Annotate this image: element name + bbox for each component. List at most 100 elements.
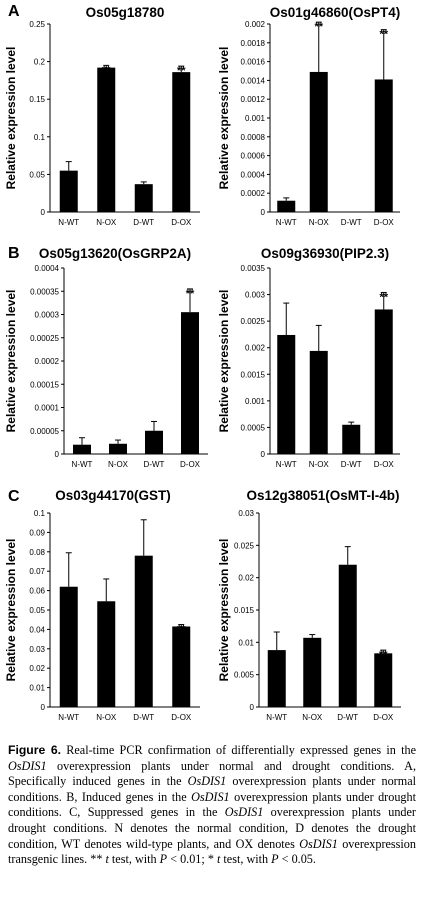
y-tick-label: 0.001 <box>245 397 266 406</box>
x-tick-label: D-WT <box>337 713 358 722</box>
bar <box>309 350 328 454</box>
y-tick-label: 0.0004 <box>241 170 266 179</box>
y-axis-label: Relative expression level <box>4 290 18 433</box>
significance-mark: ** <box>379 649 388 661</box>
y-tick-label: 0.00015 <box>30 380 59 389</box>
y-tick-label: 0.0008 <box>241 133 266 142</box>
caption-segment: overexpression transgenic lines. ** <box>8 836 416 867</box>
significance-mark: ** <box>177 624 186 636</box>
chart-os01g46860: Os01g46860(OsPT4) Relative expression lev… <box>217 5 401 227</box>
y-tick-label: 0 <box>261 450 266 459</box>
y-tick-label: 0.0014 <box>241 76 266 85</box>
caption-segment: Real-time PCR confirmation of differenti… <box>61 743 416 757</box>
x-tick-label: D-OX <box>171 713 192 722</box>
x-tick-label: N-OX <box>96 713 117 722</box>
caption-segment: overexpression plants under normal condi… <box>8 774 417 804</box>
chart-title: Os01g46860(OsPT4) <box>270 5 401 20</box>
y-tick-label: 0.0004 <box>35 264 60 273</box>
figure-caption: Figure 6. Real-time PCR confirmation of … <box>8 743 416 868</box>
caption-segment: P <box>271 852 279 867</box>
chart-title: Os03g44170(GST) <box>55 488 171 503</box>
x-tick-label: D-OX <box>373 713 394 722</box>
y-tick-label: 0.0001 <box>35 404 60 413</box>
y-tick-label: 0.00025 <box>30 334 59 343</box>
bar <box>338 564 357 707</box>
y-tick-label: 0.025 <box>234 541 255 550</box>
y-tick-label: 0.1 <box>34 509 46 518</box>
x-tick-label: D-WT <box>133 218 154 227</box>
chart-title: Os05g13620(OsGRP2A) <box>39 246 191 261</box>
x-tick-label: D-OX <box>171 218 192 227</box>
significance-mark: ** <box>314 21 323 33</box>
y-axis-label: Relative expression level <box>217 47 231 190</box>
y-tick-label: 0 <box>41 208 46 217</box>
bar <box>303 637 322 707</box>
significance-mark: ** <box>102 64 111 76</box>
chart-title: Os09g36930(PIP2.3) <box>261 246 389 261</box>
significance-mark: ** <box>186 288 195 300</box>
y-tick-label: 0 <box>55 450 60 459</box>
y-tick-label: 0.0018 <box>241 39 266 48</box>
panel-label-a: A <box>8 3 20 20</box>
y-tick-label: 0.08 <box>29 548 45 557</box>
x-tick-label: D-WT <box>341 460 362 469</box>
y-tick-label: 0.06 <box>29 587 45 596</box>
caption-segment: < 0.05. <box>278 852 316 867</box>
x-tick-label: N-WT <box>276 460 297 469</box>
chart-os03g44170: Os03g44170(GST) Relative expression level… <box>4 488 200 722</box>
bar <box>374 653 393 707</box>
y-tick-label: 0.2 <box>34 58 46 67</box>
y-tick-label: 0.0025 <box>241 317 266 326</box>
y-tick-label: 0.0002 <box>35 357 60 366</box>
y-tick-label: 0.15 <box>29 95 45 104</box>
bar <box>342 424 361 454</box>
bar <box>172 626 191 707</box>
bar <box>374 79 393 213</box>
chart-title: Os05g18780 <box>86 5 165 20</box>
y-tick-label: 0.0005 <box>241 423 266 432</box>
y-tick-label: 0.01 <box>29 684 45 693</box>
y-tick-label: 0.015 <box>234 606 255 615</box>
y-tick-label: 0.002 <box>245 20 266 29</box>
chart-title: Os12g38051(OsMT-I-4b) <box>246 488 399 503</box>
bar <box>59 586 78 707</box>
bar <box>134 555 153 707</box>
y-tick-label: 0.02 <box>238 574 254 583</box>
y-tick-label: 0 <box>261 208 266 217</box>
y-tick-label: 0 <box>41 703 46 712</box>
panel-label-c: C <box>8 488 20 505</box>
y-tick-label: 0.03 <box>29 645 45 654</box>
chart-os12g38051: Os12g38051(OsMT-I-4b) Relative expression… <box>217 488 401 722</box>
caption-label: Figure 6. <box>8 743 61 757</box>
caption-body: Real-time PCR confirmation of differenti… <box>8 743 416 866</box>
caption-segment: overexpression plants under drought cond… <box>8 805 416 851</box>
caption-segment: t <box>216 852 221 867</box>
y-tick-label: 0.0002 <box>241 189 266 198</box>
x-tick-label: D-WT <box>144 460 165 469</box>
bar <box>109 443 127 454</box>
y-tick-label: 0.04 <box>29 625 45 634</box>
y-tick-label: 0.03 <box>238 509 254 518</box>
y-axis-label: Relative expression level <box>217 539 231 682</box>
y-tick-label: 0.0035 <box>241 264 266 273</box>
y-tick-label: 0.0003 <box>35 311 60 320</box>
chart-os05g13620: Os05g13620(OsGRP2A) Relative expression l… <box>4 246 208 469</box>
significance-mark: ** <box>379 291 388 303</box>
bar <box>172 72 191 213</box>
x-tick-label: N-OX <box>108 460 129 469</box>
significance-mark: ** <box>177 65 186 77</box>
chart-os09g36930: Os09g36930(PIP2.3) Relative expression le… <box>217 246 400 469</box>
caption-segment: OsDIS1 <box>299 836 338 851</box>
caption-segment: overexpression plants under drought cond… <box>8 789 416 820</box>
bar <box>309 71 328 212</box>
y-tick-label: 0.0006 <box>241 152 266 161</box>
x-tick-label: N-WT <box>276 218 297 227</box>
y-tick-label: 0.09 <box>29 528 45 537</box>
y-axis-label: Relative expression level <box>4 539 18 682</box>
x-tick-label: D-WT <box>133 713 154 722</box>
caption-segment: OsDIS1 <box>8 758 47 773</box>
y-tick-label: 0.0015 <box>241 370 266 379</box>
bar <box>374 309 393 454</box>
caption-segment: OsDIS1 <box>191 789 230 804</box>
y-tick-label: 0.002 <box>245 344 266 353</box>
